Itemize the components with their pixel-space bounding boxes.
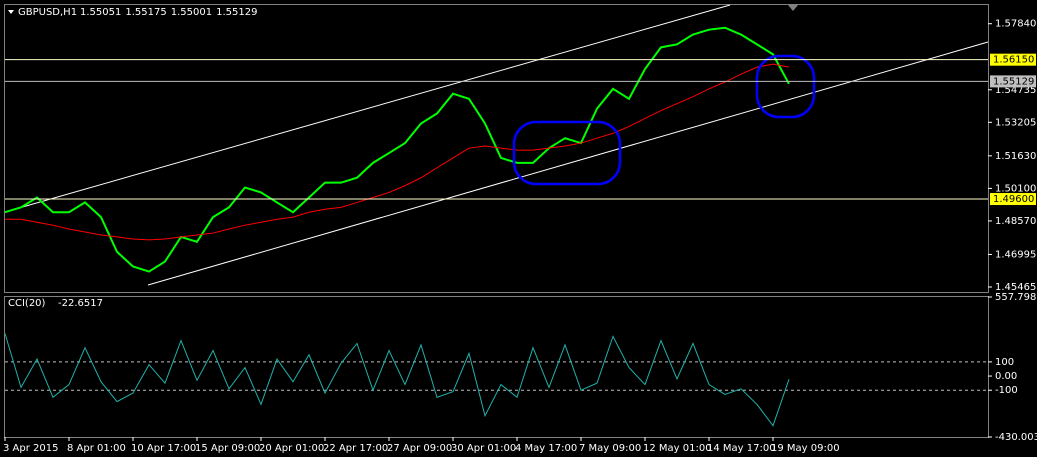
x-tick-label: 27 Apr 09:00 <box>387 443 452 454</box>
y-tick-label: 1.57840 <box>995 19 1036 30</box>
cci-name: CCI(20) <box>8 298 46 309</box>
x-tick-label: 8 Apr 01:00 <box>67 443 126 454</box>
y-tick-label: 1.48570 <box>995 216 1036 227</box>
highlight-box <box>512 120 622 186</box>
y-tick-label: 1.50100 <box>995 183 1036 194</box>
ohlc-value: 1.55129 <box>216 7 257 18</box>
ohlc-value: 1.55001 <box>171 7 212 18</box>
symbol: GBPUSD,H1 <box>18 7 77 18</box>
y-tick-label: -430.0033 <box>995 432 1037 443</box>
series-line <box>4 26 790 273</box>
x-tick-label: 3 Apr 2015 <box>3 443 58 454</box>
price-tag <box>990 75 1036 88</box>
shift-marker <box>788 5 798 11</box>
ohlc: 1.55051 1.55175 1.55001 1.55129 <box>80 7 257 18</box>
menu-arrow <box>8 10 14 14</box>
y-tick-label: 1.45465 <box>995 282 1036 293</box>
y-tick-label: 1.54735 <box>995 85 1036 96</box>
x-tick-label: 19 May 09:00 <box>771 443 840 454</box>
x-tick-label: 10 Apr 17:00 <box>131 443 196 454</box>
level-tag <box>990 193 1036 206</box>
level-label: 1.56150 <box>993 55 1034 66</box>
x-tick-label: 22 Apr 17:00 <box>323 443 388 454</box>
level-label: 1.49600 <box>993 194 1034 205</box>
highlight-box <box>755 54 816 119</box>
y-tick-label: 100 <box>995 357 1014 368</box>
series-line <box>4 333 790 427</box>
x-tick-label: 30 Apr 01:00 <box>451 443 516 454</box>
level-tag <box>990 53 1036 66</box>
x-tick-label: 15 Apr 09:00 <box>195 443 260 454</box>
cci-panel-frame <box>4 296 989 438</box>
x-tick-label: 7 May 09:00 <box>579 443 641 454</box>
ohlc-value: 1.55051 <box>80 7 121 18</box>
x-tick-label: 4 May 17:00 <box>515 443 577 454</box>
x-tick-label: 14 May 17:00 <box>707 443 776 454</box>
channel-upper <box>4 4 731 213</box>
channel-lower <box>147 41 989 286</box>
y-tick-label: 557.7989 <box>995 292 1037 303</box>
y-tick-label: 1.53205 <box>995 117 1036 128</box>
y-tick-label: 1.46995 <box>995 249 1036 260</box>
y-tick-label: 0.00 <box>995 371 1017 382</box>
y-tick-label: 1.51630 <box>995 151 1036 162</box>
y-tick-label: -100 <box>995 385 1018 396</box>
cci-value: -22.6517 <box>58 298 103 309</box>
price-panel-frame <box>4 4 989 293</box>
ohlc-value: 1.55175 <box>125 7 166 18</box>
x-tick-label: 20 Apr 01:00 <box>259 443 324 454</box>
series-line <box>5 63 790 241</box>
price-label: 1.55129 <box>993 76 1034 87</box>
x-tick-label: 12 May 01:00 <box>643 443 712 454</box>
price-layer <box>4 26 988 427</box>
